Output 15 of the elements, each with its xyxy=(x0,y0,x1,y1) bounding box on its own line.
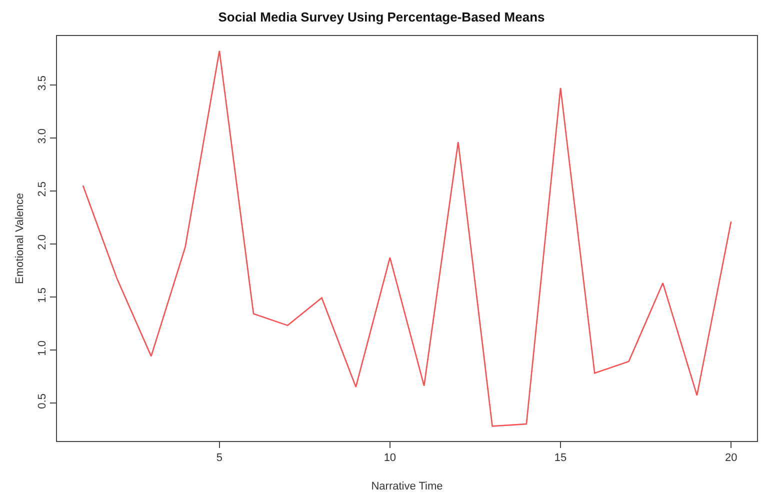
chart-title: Social Media Survey Using Percentage-Based Means xyxy=(218,9,545,24)
y-tick-label: 2.5 xyxy=(36,181,49,197)
y-tick-label: 1.5 xyxy=(36,288,49,303)
y-axis-title: Emotional Valence xyxy=(14,193,26,284)
y-tick-label: 0.5 xyxy=(36,394,49,409)
y-tick-label: 2.0 xyxy=(36,234,49,250)
y-tick-label: 3.0 xyxy=(36,128,49,144)
y-tick-label: 1.0 xyxy=(36,340,49,356)
y-tick-label: 3.5 xyxy=(36,75,49,91)
x-tick-label: 10 xyxy=(384,452,396,464)
x-tick-label: 5 xyxy=(216,452,222,464)
x-axis-title: Narrative Time xyxy=(371,480,443,492)
line-series xyxy=(82,50,732,427)
x-tick-label: 15 xyxy=(554,452,567,464)
x-tick-label: 20 xyxy=(724,452,738,464)
